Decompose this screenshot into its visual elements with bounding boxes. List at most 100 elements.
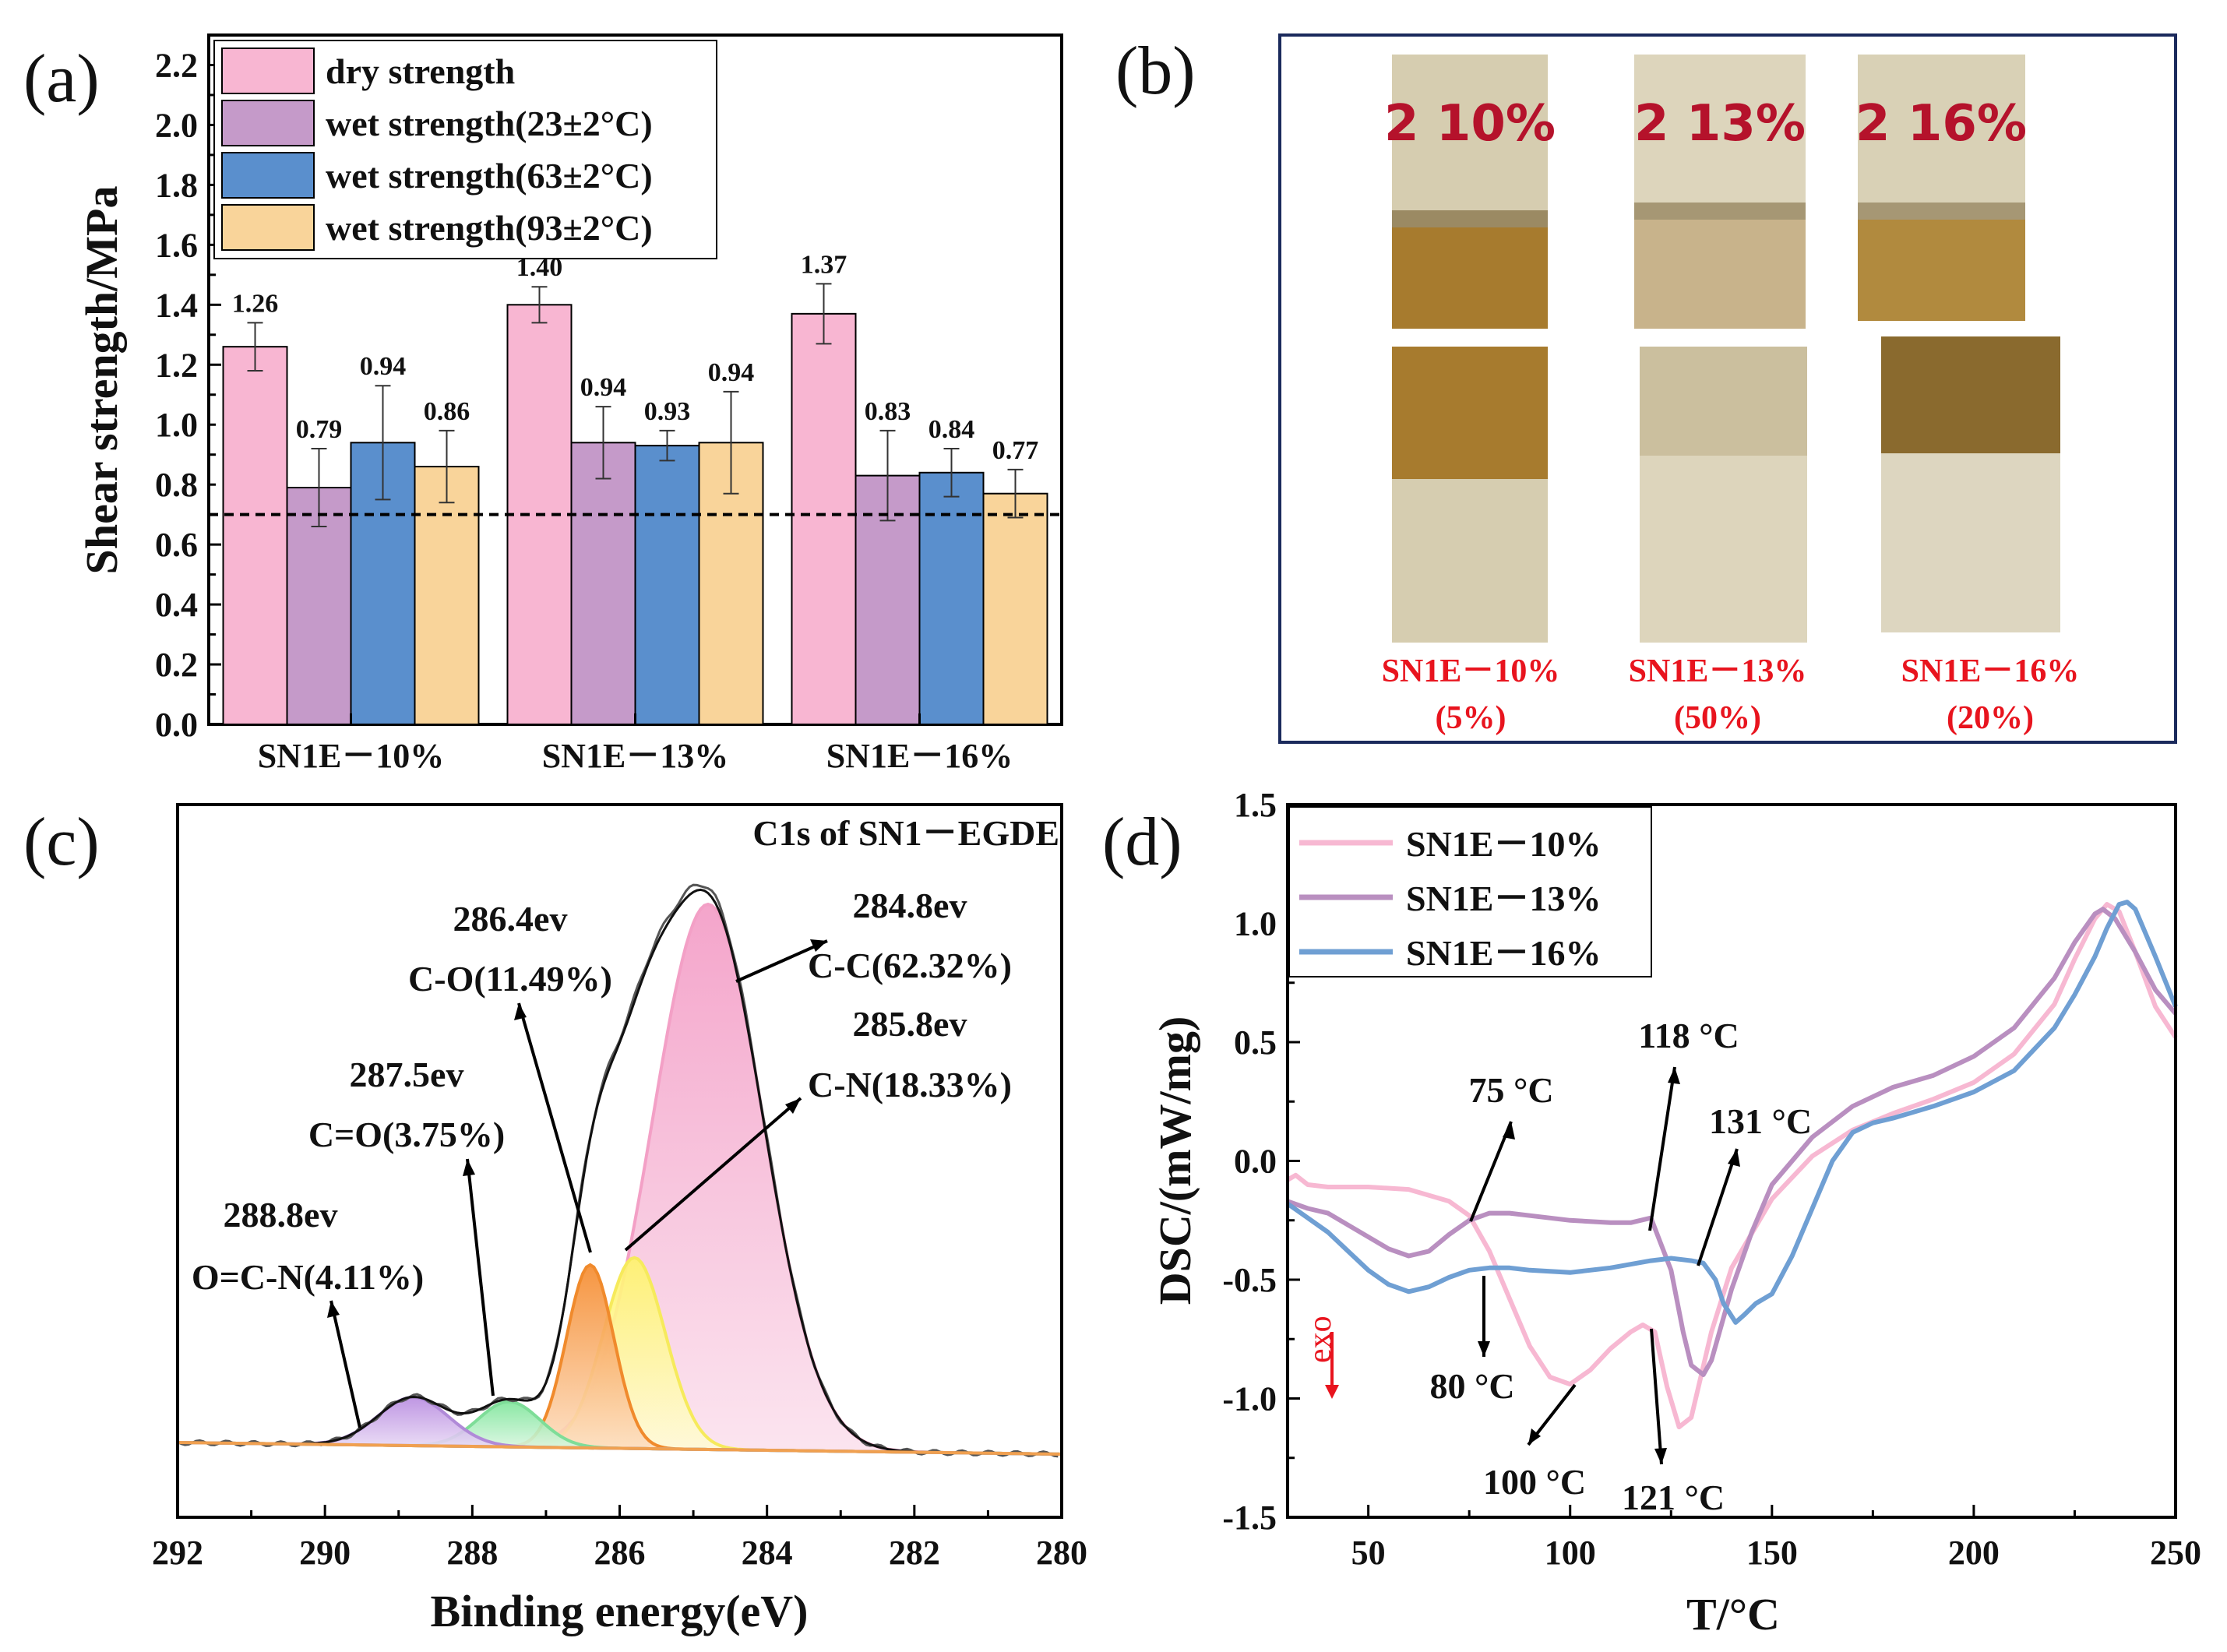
d-y-tick-label: -1.5 <box>1222 1499 1277 1537</box>
panel-d-arrowheads <box>1478 1067 1740 1464</box>
a-data-label: 0.84 <box>929 415 975 444</box>
anno-100c: 100 °C <box>1483 1462 1586 1502</box>
anno-cdo-energy: 287.5ev <box>350 1055 464 1094</box>
a-data-label: 1.26 <box>232 289 279 318</box>
d-legend-label: SN1E－13% <box>1406 879 1601 918</box>
a-y-tick-label: 1.8 <box>155 166 198 204</box>
specimen-10-top-veneer <box>1392 55 1548 210</box>
d-y-tick-label: 1.5 <box>1234 786 1277 824</box>
specimen-10-bottom-veneer <box>1392 479 1548 643</box>
photo-failure-10: (5%) <box>1436 700 1506 736</box>
arrowhead-cdo <box>463 1159 475 1176</box>
a-bar <box>570 442 636 725</box>
d-x-tick-label: 250 <box>2150 1534 2201 1572</box>
a-legend-swatch <box>221 48 315 94</box>
d-x-tick-label: 100 <box>1545 1534 1596 1572</box>
arrow-118c <box>1648 1066 1676 1231</box>
c-x-tick-label: 282 <box>889 1534 940 1572</box>
a-legend-swatch <box>221 100 315 146</box>
d-x-tick-label: 200 <box>1948 1534 2000 1572</box>
specimen-16-wood-failure <box>1858 220 2025 321</box>
c-x-tick-label: 286 <box>594 1534 646 1572</box>
panel-b-photo: (b) 2 10% 2 13% 2 16% <box>1115 33 2177 744</box>
specimen-10-wood-failure <box>1392 227 1548 329</box>
a-y-tick-label: 2.2 <box>155 46 198 84</box>
arrow-co <box>517 1002 592 1253</box>
panel-c-fitted-peaks <box>177 883 1062 1458</box>
specimen-16-glue-line <box>1858 203 2025 220</box>
a-data-label: 0.77 <box>992 436 1039 465</box>
exo-arrowhead <box>1325 1385 1339 1399</box>
specimen-13-marking: 2 13% <box>1634 95 1806 153</box>
d-x-tick-label: 50 <box>1351 1534 1386 1572</box>
arrowhead-131c <box>1728 1149 1740 1167</box>
panel-a-bar-chart: (a) 0.0 0.2 0.4 0.6 0.8 1.0 1.2 1.4 1.6 1.8 2.0 2.2… <box>23 33 1063 775</box>
anno-80c: 80 °C <box>1429 1366 1514 1406</box>
c-x-tick-label: 290 <box>299 1534 351 1572</box>
c-x-tick-label: 288 <box>446 1534 498 1572</box>
specimen-16-percent: 2 16% <box>1855 55 2060 632</box>
d-legend-label: SN1E－16% <box>1406 933 1601 973</box>
a-bar <box>791 312 857 725</box>
photo-failure-16: (20%) <box>1947 700 2034 736</box>
anno-cc-energy: 284.8ev <box>853 886 967 925</box>
panel-a-letter: (a) <box>23 41 100 117</box>
photo-failure-13: (50%) <box>1674 700 1761 736</box>
arrow-cn <box>624 1097 802 1252</box>
arrowhead-118c <box>1668 1067 1680 1084</box>
a-y-tick-label: 1.4 <box>155 286 198 324</box>
arrowhead-ocn <box>327 1301 340 1318</box>
d-y-tick-label: -1.0 <box>1222 1380 1277 1418</box>
anno-ocn-bond: O=C-N(4.11%) <box>192 1257 424 1297</box>
d-y-tick-label: 0.5 <box>1234 1023 1277 1062</box>
photo-label-16: SN1E－16% <box>1901 653 2080 689</box>
a-y-tick-label: 1.0 <box>155 406 198 444</box>
panel-a-bars <box>222 283 1048 726</box>
panel-b-letter: (b) <box>1115 33 1196 109</box>
anno-cdo-bond: C=O(3.75%) <box>308 1115 505 1154</box>
panel-c-arrowheads <box>327 939 827 1318</box>
a-data-label: 0.94 <box>708 358 755 387</box>
panel-a-data-labels: 1.260.790.940.861.400.940.930.941.370.83… <box>232 250 1039 465</box>
d-y-tick-label: 0.0 <box>1234 1143 1277 1181</box>
specimen-10-glue-line <box>1392 210 1548 227</box>
d-y-tick-label: 1.0 <box>1234 905 1277 943</box>
d-legend-label: SN1E－10% <box>1406 824 1601 864</box>
c-baseline <box>177 1441 1062 1456</box>
a-data-label: 0.83 <box>865 397 911 426</box>
panel-d-x-axis-title: T/°C <box>1686 1589 1780 1640</box>
specimen-13-top-veneer <box>1634 55 1806 203</box>
panel-d-plot-frame <box>1286 803 2177 1519</box>
d-series-16 <box>1286 900 2178 1325</box>
a-data-label: 0.94 <box>360 352 407 381</box>
a-legend-swatch <box>221 152 315 199</box>
d-x-tick-label: 150 <box>1746 1534 1798 1572</box>
c-x-tick-label: 284 <box>742 1534 793 1572</box>
a-category-label: SN1E－10% <box>258 737 445 775</box>
specimen-13-glue-line <box>1634 203 1806 220</box>
a-bar <box>634 445 700 725</box>
a-legend-label: dry strength <box>326 51 515 91</box>
a-data-label: 1.37 <box>801 250 847 279</box>
specimen-16-marking: 2 16% <box>1855 95 2027 153</box>
panel-a-y-axis-title: Shear strength/MPa <box>76 186 127 575</box>
specimen-10-wood-lower <box>1392 347 1548 479</box>
panel-d-y-axis-title: DSC/(mW/mg) <box>1150 1016 1200 1305</box>
a-data-label: 0.86 <box>424 397 470 426</box>
panel-a-y-ticks: 0.0 0.2 0.4 0.6 0.8 1.0 1.2 1.4 1.6 1.8 2.0 2.2 <box>155 33 221 744</box>
panel-c-arrows <box>329 939 828 1428</box>
a-bar <box>222 346 288 725</box>
anno-cn-energy: 285.8ev <box>853 1004 967 1044</box>
a-y-tick-label: 0.4 <box>155 586 198 624</box>
c-x-tick-label: 292 <box>152 1534 203 1572</box>
anno-cc-bond: C-C(62.32%) <box>808 946 1012 985</box>
a-legend-label: wet strength(63±2°C) <box>326 156 653 195</box>
panel-d-legend-box <box>1288 806 1652 977</box>
a-y-tick-label: 1.2 <box>155 346 198 384</box>
panel-d-legend: SN1E－10% SN1E－13% SN1E－16% <box>1288 806 1652 977</box>
arrowhead-121c <box>1654 1448 1667 1464</box>
specimen-16-top-veneer <box>1858 55 2025 203</box>
anno-121c: 121 °C <box>1622 1478 1725 1517</box>
a-category-label: SN1E－16% <box>826 737 1013 775</box>
